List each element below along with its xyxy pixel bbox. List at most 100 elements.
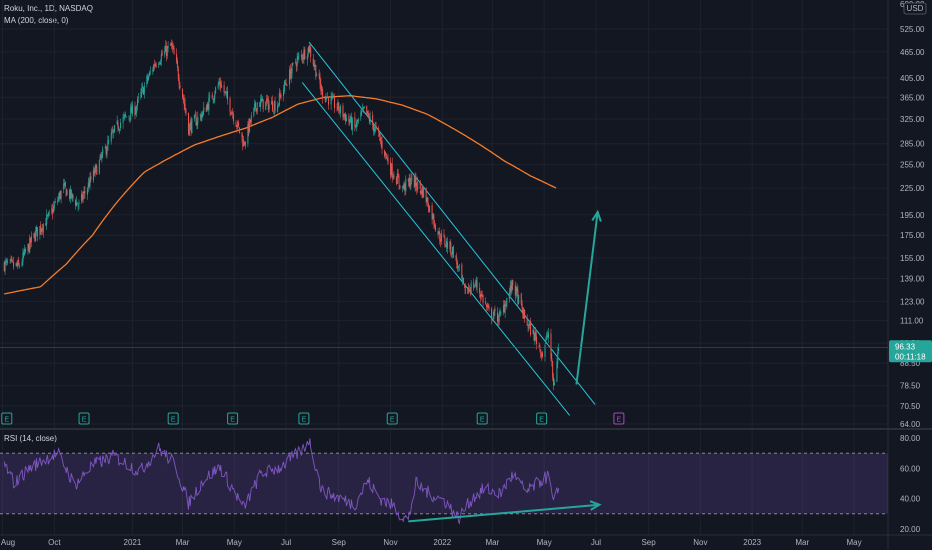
candle-body: [165, 45, 167, 52]
price-tick-label: 525.00: [900, 25, 925, 34]
candle-body: [417, 181, 419, 191]
candle-body: [360, 112, 362, 118]
time-tick-label: May: [846, 538, 861, 547]
earnings-badge[interactable]: [298, 412, 310, 425]
rsi-divergence-arrow[interactable]: [408, 503, 600, 523]
candle-body: [226, 92, 228, 95]
ma-legend[interactable]: MA (200, close, 0): [4, 16, 69, 25]
earnings-badge[interactable]: [1, 412, 13, 425]
candle-body: [355, 127, 357, 129]
candle-body: [387, 157, 389, 164]
candle-body: [541, 353, 543, 357]
candle-body: [81, 194, 83, 200]
candle-body: [526, 318, 528, 326]
candle-body: [183, 99, 185, 105]
candle-body: [75, 201, 77, 206]
candle-body: [214, 94, 216, 99]
candle-body: [427, 197, 429, 207]
candle-body: [356, 119, 358, 123]
earnings-badge[interactable]: [78, 412, 90, 425]
ma-200-line[interactable]: [4, 95, 557, 295]
candle-body: [149, 71, 151, 73]
candle-body: [336, 107, 338, 109]
candle-body: [502, 305, 504, 313]
candle-body: [13, 262, 15, 267]
candle-body: [171, 44, 173, 47]
candle-body: [105, 146, 107, 155]
candle-body: [160, 54, 162, 62]
candle-body: [558, 347, 560, 352]
candle-body: [345, 114, 347, 122]
candle-body: [535, 331, 537, 337]
candle-body: [464, 284, 466, 294]
candle-body: [390, 164, 392, 176]
candle-body: [541, 352, 543, 357]
candle-body: [125, 114, 127, 116]
candle-body: [331, 97, 333, 99]
projection-arrow[interactable]: [575, 211, 599, 385]
candle-body: [148, 76, 150, 80]
candle-body: [98, 160, 100, 174]
price-tick-label: 64.00: [900, 420, 921, 429]
candle-body: [339, 105, 341, 114]
earnings-badge[interactable]: [536, 412, 548, 425]
rsi-legend[interactable]: RSI (14, close): [4, 434, 57, 443]
candle-body: [426, 198, 428, 202]
candle-body: [122, 117, 124, 124]
candle-body: [114, 125, 116, 132]
candle-body: [17, 261, 19, 268]
candle-body: [285, 83, 287, 85]
future-earnings-badge[interactable]: [613, 412, 625, 425]
candle-body: [440, 233, 442, 242]
candle-body: [36, 227, 38, 237]
earnings-badge[interactable]: [227, 412, 239, 425]
candle-body: [167, 45, 169, 49]
currency-badge[interactable]: [903, 2, 927, 15]
candle-body: [255, 102, 257, 109]
earnings-badge[interactable]: [476, 412, 488, 425]
candle-body: [319, 76, 321, 85]
candle-body: [362, 107, 364, 109]
candle-body: [390, 162, 392, 175]
candle-body: [437, 231, 439, 235]
candle-body: [538, 345, 540, 347]
candle-body: [413, 175, 415, 188]
candle-body: [64, 183, 66, 186]
candle-body: [350, 116, 352, 122]
rsi-tick-label: 60.00: [900, 464, 921, 473]
candle-body: [24, 249, 26, 252]
candle-body: [432, 214, 434, 219]
candle-body: [529, 322, 531, 325]
rsi-divergence-arrow-head: [589, 500, 602, 511]
current-price-tag[interactable]: [889, 340, 932, 363]
candle-body: [59, 191, 61, 199]
candle-body: [407, 178, 409, 182]
candle-body: [439, 232, 441, 241]
channel-upper-line[interactable]: [308, 41, 596, 405]
candle-body: [89, 176, 91, 187]
candle-body: [65, 188, 67, 197]
candle-body: [476, 281, 478, 288]
candle-body: [392, 176, 394, 178]
candle-body: [372, 114, 374, 125]
earnings-badge[interactable]: [386, 412, 398, 425]
arrow-group: [575, 209, 602, 385]
channel-lower-line[interactable]: [301, 82, 571, 416]
candle-body: [289, 69, 291, 79]
time-tick-label: May: [537, 538, 552, 547]
candle-body: [256, 102, 258, 112]
candle-body: [206, 104, 208, 111]
candle-body: [193, 115, 195, 119]
candle-body: [300, 54, 302, 57]
candle-body: [112, 130, 114, 132]
candle-body: [446, 240, 448, 248]
candle-body: [517, 290, 519, 305]
candle-body: [367, 111, 369, 114]
rsi-line[interactable]: [3, 438, 560, 525]
candle-body: [125, 116, 127, 118]
candle-body: [161, 53, 163, 56]
earnings-badge[interactable]: [167, 412, 179, 425]
candle-body: [86, 188, 88, 195]
symbol-legend[interactable]: Roku, Inc., 1D, NASDAQ: [4, 4, 93, 13]
